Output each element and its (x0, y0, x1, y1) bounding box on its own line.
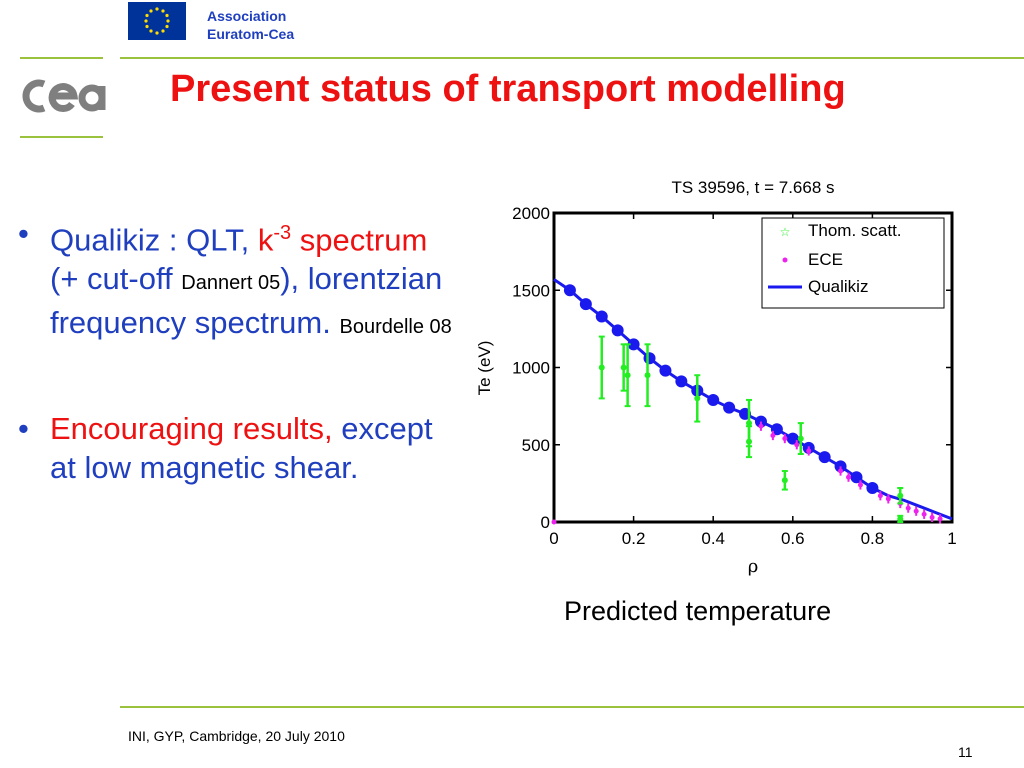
bullet1-cutoff: (+ cut-off (50, 261, 173, 297)
qualikiz-marker (611, 324, 624, 337)
bullet1-k: k (257, 222, 274, 258)
y-tick-label: 500 (522, 436, 550, 455)
thomson-point (746, 420, 753, 427)
qualikiz-marker (723, 401, 736, 414)
x-axis-label: ρ (748, 556, 759, 577)
bullet2-encouraging: Encouraging results, (50, 411, 333, 447)
x-tick-label: 0.2 (622, 529, 646, 548)
chart-legend: ☆ Thom. scatt. ECE Qualikiz (761, 217, 945, 309)
thomson-point (797, 435, 804, 442)
qualikiz-marker (707, 393, 720, 406)
qualikiz-line (553, 278, 953, 521)
ece-point (758, 423, 764, 429)
association-line2: Euratom-Cea (207, 26, 295, 42)
y-axis-label: Te (eV) (475, 341, 494, 396)
ece-point (857, 482, 863, 488)
thomson-point (897, 515, 904, 522)
ece-point (846, 474, 852, 480)
bullet1-ref-dannert: Dannert 05 (181, 272, 281, 295)
cea-logo (20, 76, 106, 121)
bullet-dot: • (18, 216, 29, 251)
thomson-point (897, 492, 904, 499)
ece-point (905, 505, 911, 511)
x-tick-label: 0.4 (701, 529, 725, 548)
bullet1-exponent: -3 (273, 222, 292, 244)
bullet2-rest: except at low magnetic shear. (50, 411, 433, 486)
y-tick-label: 0 (541, 513, 550, 532)
bullet-dot: • (18, 411, 29, 447)
y-tick-label: 2000 (512, 204, 550, 223)
footer-text: INI, GYP, Cambridge, 20 July 2010 (128, 728, 345, 744)
page-number: 11 (958, 744, 973, 760)
ece-point (551, 519, 557, 525)
bullet-item-qualikiz: • Qualikiz : QLT, k-3 spectrum (+ cut-of… (18, 214, 463, 347)
green-divider-header (120, 57, 1024, 59)
chart-title: TS 39596, t = 7.668 s (671, 178, 834, 197)
ece-point (929, 514, 935, 520)
association-line1: Association (207, 8, 287, 24)
association-label: Association Euratom-Cea (207, 7, 294, 43)
qualikiz-marker (866, 482, 879, 495)
bullet1-spectrum: spectrum (299, 222, 428, 258)
bullet-list: • Qualikiz : QLT, k-3 spectrum (+ cut-of… (18, 214, 463, 487)
bullet1-text: Qualikiz : QLT, (50, 222, 258, 258)
qualikiz-marker (579, 298, 592, 311)
legend-swatch-ece (782, 257, 788, 263)
ece-point (806, 448, 812, 454)
qualikiz-marker (659, 364, 672, 377)
y-tick-label: 1500 (512, 281, 550, 300)
thomson-point (746, 438, 753, 445)
ece-point (921, 511, 927, 517)
ece-point (913, 508, 919, 514)
green-divider-bottom (20, 136, 103, 138)
bullet-item-results: • Encouraging results, except at low mag… (18, 409, 463, 487)
chart-caption: Predicted temperature (564, 596, 832, 626)
y-tick-label: 1000 (512, 359, 550, 378)
thomson-point (644, 372, 651, 379)
qualikiz-marker (627, 338, 640, 351)
green-divider-top (20, 57, 103, 59)
thomson-point (694, 395, 701, 402)
ece-point (885, 496, 891, 502)
legend-swatch-thomson: ☆ (780, 225, 791, 239)
ece-point (937, 516, 943, 522)
legend-label: ECE (808, 250, 843, 269)
thomson-point (624, 372, 631, 379)
temperature-profile-chart: TS 39596, t = 7.668 s 0 0.2 0.4 0.6 0.8 1 0 500… (460, 170, 970, 595)
legend-label: Thom. scatt. (808, 221, 902, 240)
qualikiz-marker (643, 352, 656, 365)
page-title: Present status of transport modelling (170, 68, 846, 110)
green-divider-footer (120, 706, 1024, 708)
x-tick-label: 0.8 (861, 529, 885, 548)
thomson-point (620, 364, 627, 371)
chart-svg: TS 39596, t = 7.668 s 0 0.2 0.4 0.6 0.8 1 0 500… (475, 178, 957, 577)
qualikiz-marker (818, 451, 831, 464)
qualikiz-marker (850, 471, 863, 484)
bullet1-ref-bourdelle: Bourdelle 08 (339, 316, 452, 339)
qualikiz-marker (675, 375, 688, 388)
qualikiz-marker (595, 310, 608, 323)
thomson-point (781, 477, 788, 484)
ece-point (782, 436, 788, 442)
x-tick-label: 1 (947, 529, 956, 548)
x-tick-label: 0.6 (781, 529, 805, 548)
eu-flag-logo (128, 2, 186, 40)
ece-point (838, 468, 844, 474)
thomson-point (598, 364, 605, 371)
ece-point (877, 493, 883, 499)
bullet1-lorentzian: ), lorentzian frequency spectrum. (50, 261, 443, 341)
ece-point (770, 432, 776, 438)
legend-label: Qualikiz (808, 277, 868, 296)
x-tick-label: 0 (549, 529, 558, 548)
qualikiz-marker (563, 284, 576, 297)
ece-point (794, 442, 800, 448)
